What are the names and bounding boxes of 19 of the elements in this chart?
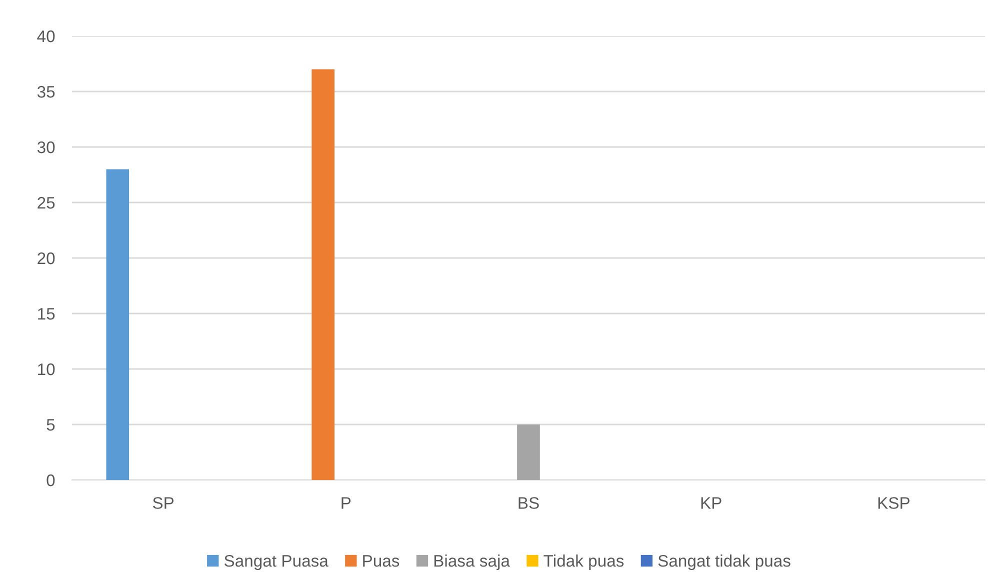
x-tick-label: KSP <box>878 497 910 509</box>
x-tick-label: BS <box>518 497 539 509</box>
legend-label: Biasa saja <box>434 554 510 570</box>
x-tick-label: KP <box>701 497 722 509</box>
y-tick-label: 10 <box>38 363 55 376</box>
y-tick-label: 25 <box>38 196 55 209</box>
legend-label: Sangat Puasa <box>224 554 328 570</box>
legend-label: Tidak puas <box>544 554 624 570</box>
y-tick-label: 5 <box>46 419 55 431</box>
y-tick-label: 15 <box>38 308 55 320</box>
legend-label: Sangat tidak puas <box>658 554 790 570</box>
x-tick-label: SP <box>152 497 174 509</box>
y-tick-label: 0 <box>46 474 55 486</box>
y-tick-label: 40 <box>37 30 55 42</box>
legend-label: Puas <box>363 555 400 567</box>
x-tick-label: P <box>342 497 351 509</box>
y-tick-label: 30 <box>37 141 55 154</box>
y-tick-label: 35 <box>37 86 55 98</box>
y-tick-label: 20 <box>38 252 55 264</box>
